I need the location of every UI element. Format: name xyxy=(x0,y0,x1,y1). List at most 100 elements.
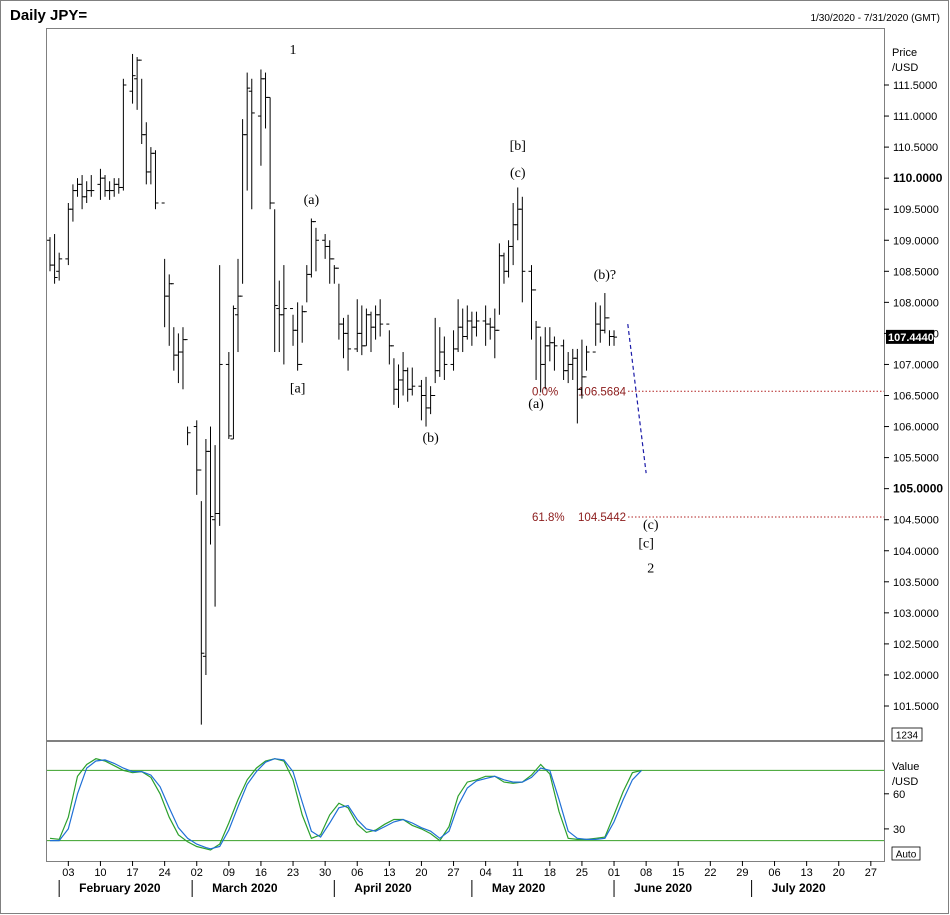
time-tick-label: 10 xyxy=(94,867,106,879)
fib-level-value: 106.5684 xyxy=(578,386,627,398)
reference-lines: 0.0% 106.5684 61.8% 104.5442 xyxy=(532,386,884,524)
time-tick-label: 13 xyxy=(801,867,813,879)
wave-label: (c) xyxy=(510,166,526,181)
price-tick-label: 105.5000 xyxy=(893,453,939,465)
ohlc-bar xyxy=(519,196,526,303)
ohlc-bar xyxy=(88,175,95,197)
wave-label: 2 xyxy=(647,561,654,576)
wave-label: [a] xyxy=(290,381,306,396)
chart-title: Daily JPY= xyxy=(10,7,87,24)
wave-label: (b) xyxy=(422,431,439,446)
time-tick-label: 20 xyxy=(415,867,427,879)
ohlc-bar xyxy=(377,299,384,337)
ohlc-bar xyxy=(345,314,352,371)
auto-scale-label: Auto xyxy=(896,850,917,861)
ohlc-bar xyxy=(152,150,159,210)
ohlc-bar xyxy=(56,252,63,281)
last-price-label: 107.4440 xyxy=(888,332,934,344)
time-tick-label: 24 xyxy=(159,867,171,879)
time-tick-label: 23 xyxy=(287,867,299,879)
price-tick-label: 111.0000 xyxy=(893,111,937,123)
auto-scale-button[interactable] xyxy=(891,846,921,861)
ohlc-bar xyxy=(216,265,223,526)
wave-label: [c] xyxy=(638,537,654,552)
ohlc-bar xyxy=(473,311,480,337)
time-tick-label: 13 xyxy=(383,867,395,879)
osc-axis-label-2: /USD xyxy=(892,776,918,788)
ohlc-bar xyxy=(280,265,287,365)
last-price-badge xyxy=(886,329,934,344)
price-tick-label: 102.0000 xyxy=(893,670,939,682)
time-tick-label: 11 xyxy=(512,867,523,879)
wave-label: (c) xyxy=(643,518,659,533)
time-tick-label: 22 xyxy=(704,867,716,879)
price-tick-label: 107.0000 xyxy=(893,359,939,371)
month-label: June 2020 xyxy=(634,881,692,895)
price-tick-label: 106.5000 xyxy=(893,391,939,403)
ohlc-bar xyxy=(312,221,319,272)
ohlc-bar xyxy=(198,469,205,725)
wave-label: (b)? xyxy=(594,268,617,283)
price-tick-label: 108.5000 xyxy=(893,266,939,278)
ohlc-bar xyxy=(248,78,255,210)
price-tick-label: 110.5000 xyxy=(893,142,938,154)
ohlc-bar xyxy=(207,426,214,545)
price-panel xyxy=(46,28,885,741)
ohlc-bar xyxy=(611,330,618,346)
osc-tick-label: 30 xyxy=(893,824,905,836)
oscillator-series-line xyxy=(50,758,642,850)
time-tick-label: 06 xyxy=(768,867,780,879)
price-tick-label: 105.0000 xyxy=(893,482,943,496)
fib-level-percent: 61.8% xyxy=(532,512,565,524)
osc-axis-label-1: Value xyxy=(892,761,919,773)
price-tick-label: 102.5000 xyxy=(893,639,939,651)
price-tick-label: 111.5000 xyxy=(893,80,937,92)
price-tick-label: 101.5000 xyxy=(893,701,939,713)
wave-label: 1 xyxy=(290,43,297,58)
time-tick-label: 25 xyxy=(576,867,588,879)
month-label: February 2020 xyxy=(79,881,161,895)
oscillator-series-line xyxy=(49,758,642,851)
time-tick-label: 18 xyxy=(544,867,556,879)
price-bars xyxy=(47,53,618,725)
ohlc-bar xyxy=(120,78,127,191)
time-tick-label: 03 xyxy=(62,867,74,879)
price-tick-label: 109.5000 xyxy=(893,204,939,216)
time-tick-label: 30 xyxy=(319,867,331,879)
scale-badge[interactable] xyxy=(891,727,923,742)
time-tick-label: 29 xyxy=(736,867,748,879)
wave-label: (a) xyxy=(528,397,544,412)
wave-label: (a) xyxy=(304,193,320,208)
wave-labels: 1 (a) [a] (b) [b] (c) (a) (b)? (c) [c] 2 xyxy=(290,43,659,577)
month-label: May 2020 xyxy=(492,881,546,895)
time-tick-label: 20 xyxy=(833,867,845,879)
price-tick-label: 104.0000 xyxy=(893,546,939,558)
ohlc-bar xyxy=(184,339,191,446)
price-axis-label-2: /USD xyxy=(892,62,918,74)
fib-level-value: 104.5442 xyxy=(578,512,626,524)
price-tick-label: 108.0000 xyxy=(893,297,939,309)
time-tick-label: 17 xyxy=(126,867,138,879)
ohlc-bar xyxy=(225,352,232,439)
month-label: July 2020 xyxy=(772,881,826,895)
price-tick-label: 104.5000 xyxy=(893,515,939,527)
oscillator-lines xyxy=(47,758,884,851)
scale-badge-label: 1234 xyxy=(896,731,919,742)
price-tick-label: 110.0000 xyxy=(893,171,943,185)
time-tick-label: 08 xyxy=(640,867,652,879)
time-tick-label: 02 xyxy=(191,867,203,879)
ohlc-bar xyxy=(551,336,558,371)
time-tick-label: 04 xyxy=(480,867,492,879)
ohlc-bar xyxy=(271,202,278,353)
ohlc-bar xyxy=(244,72,251,191)
oscillator-panel xyxy=(46,741,885,862)
time-tick-label: 06 xyxy=(351,867,363,879)
month-label: March 2020 xyxy=(212,881,278,895)
price-axis-ticks: 111.5000 111.0000 110.5000 110.0000 109.5000… xyxy=(884,80,943,713)
wave-label: [b] xyxy=(510,139,526,154)
price-axis-label-1: Price xyxy=(892,47,917,59)
month-label: April 2020 xyxy=(354,881,412,895)
